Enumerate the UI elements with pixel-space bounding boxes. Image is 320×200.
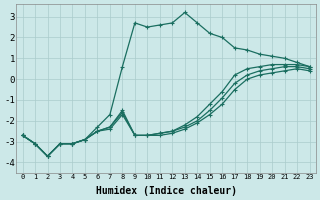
X-axis label: Humidex (Indice chaleur): Humidex (Indice chaleur) — [96, 186, 236, 196]
